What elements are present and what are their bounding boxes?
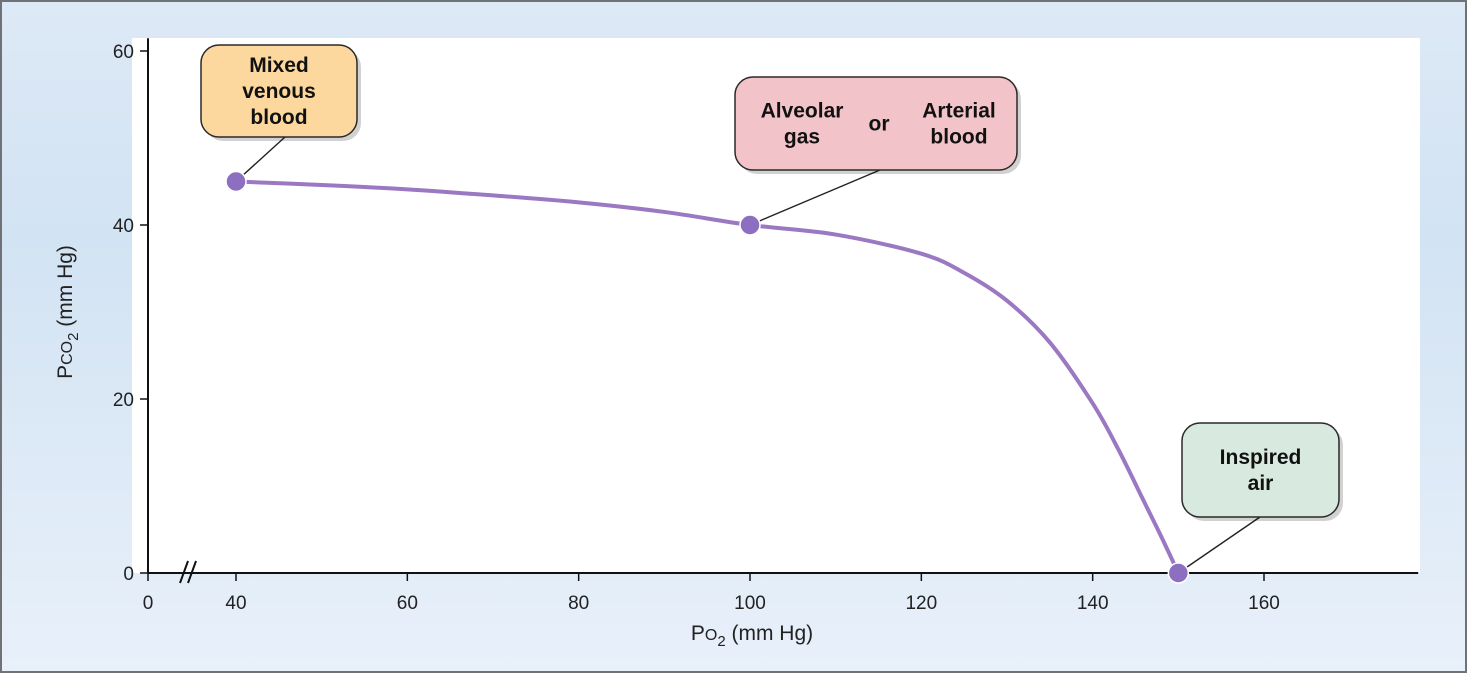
data-point (739, 214, 761, 236)
x-tick-label: 140 (1077, 593, 1109, 614)
x-axis-title: PO2 (mm Hg) (691, 622, 813, 650)
axis-break-mark (187, 560, 197, 584)
callout-mixed-venous: Mixed venous blood (200, 44, 361, 141)
x-tick-label: 0 (143, 593, 154, 614)
callout-label: blood (930, 126, 987, 149)
callout-label: Alveolar (761, 100, 844, 123)
callout-label: air (1248, 472, 1274, 495)
data-point (225, 170, 247, 193)
leader-line (749, 169, 881, 226)
callout-box (1181, 422, 1340, 518)
leader-line (235, 136, 286, 183)
callout-label: Arterial (922, 100, 996, 123)
y-tick-label: 40 (113, 216, 134, 237)
x-tick-label: 100 (734, 593, 766, 614)
leader-line (1177, 516, 1261, 574)
y-axis-title: PCO2 (mm Hg) (54, 245, 82, 379)
pco2-po2-curve (235, 179, 1181, 574)
callout-label: Mixed (249, 54, 309, 77)
axes (147, 38, 1419, 584)
y-tick-label: 20 (113, 390, 134, 411)
x-tick-label: 80 (568, 593, 589, 614)
callout-label: gas (784, 126, 820, 149)
callout-label: Inspired (1220, 446, 1302, 469)
callout-label: or (869, 113, 890, 136)
y-tick-label: 0 (123, 564, 134, 585)
x-tick-label: 120 (905, 593, 937, 614)
axis-break-mark (179, 560, 189, 584)
callout-inspired-air: Inspired air (1181, 422, 1343, 521)
x-tick-label: 60 (397, 593, 418, 614)
callout-box (200, 44, 358, 138)
callout-label: blood (250, 106, 307, 129)
y-tick-label: 60 (113, 42, 134, 63)
x-tick-label: 160 (1248, 593, 1280, 614)
data-point (1167, 562, 1190, 584)
callouts: Mixed venous blood Alveolar gas or Arterial blo… (200, 44, 1343, 521)
callout-alveolar-arterial: Alveolar gas or Arterial blood (734, 76, 1021, 174)
x-axis-ticks: 0 40 60 80 100 120 140 160 (143, 573, 1280, 614)
callout-leaders (235, 136, 1261, 574)
callout-label: venous (242, 80, 316, 103)
data-points (225, 170, 1190, 584)
x-tick-label: 40 (225, 593, 246, 614)
y-axis-ticks: 0 20 40 60 (113, 42, 148, 585)
callout-box (734, 76, 1018, 171)
